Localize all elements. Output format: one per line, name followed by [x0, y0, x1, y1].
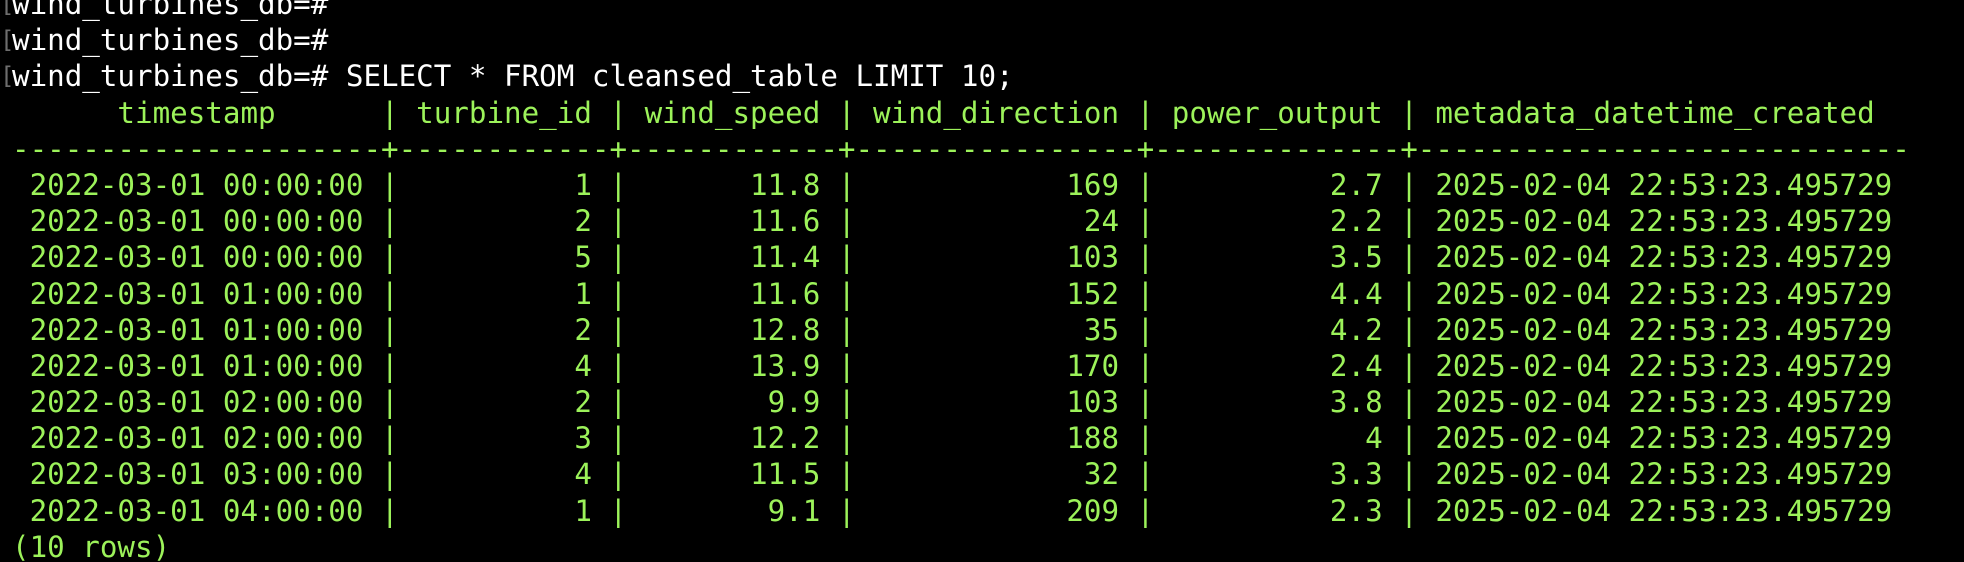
table-row: 2022-03-01 00:00:00 | 5 | 11.4 | 103 | 3… — [12, 240, 1893, 275]
prompt-text: wind_turbines_db=# — [12, 0, 329, 21]
prompt-line: [wind_turbines_db=# — [0, 0, 1964, 22]
table-row: 2022-03-01 02:00:00 | 3 | 12.2 | 188 | 4… — [12, 421, 1893, 456]
prompt-line: [wind_turbines_db=# — [0, 22, 1964, 58]
prompt-line: [wind_turbines_db=# SELECT * FROM cleans… — [0, 58, 1964, 94]
table-row: 2022-03-01 01:00:00 | 1 | 11.6 | 152 | 4… — [12, 276, 1893, 311]
table-row: 2022-03-01 00:00:00 | 2 | 11.6 | 24 | 2.… — [12, 204, 1893, 239]
row-count-footer: (10 rows) — [12, 529, 171, 562]
table-header-row: timestamp | turbine_id | wind_speed | wi… — [12, 95, 1875, 130]
line-marker: [ — [0, 62, 15, 91]
table-separator: ---------------------+------------+-----… — [12, 131, 1910, 166]
prompt-text: wind_turbines_db=# — [12, 23, 329, 58]
table-row: 2022-03-01 01:00:00 | 2 | 12.8 | 35 | 4.… — [12, 312, 1893, 347]
table-row: 2022-03-01 02:00:00 | 2 | 9.9 | 103 | 3.… — [12, 385, 1893, 420]
table-row: 2022-03-01 01:00:00 | 4 | 13.9 | 170 | 2… — [12, 348, 1893, 383]
line-marker: [ — [0, 26, 15, 55]
table-row: 2022-03-01 00:00:00 | 1 | 11.8 | 169 | 2… — [12, 167, 1893, 202]
table-row: 2022-03-01 03:00:00 | 4 | 11.5 | 32 | 3.… — [12, 457, 1893, 492]
line-marker: [ — [0, 0, 15, 18]
sql-command-text: wind_turbines_db=# SELECT * FROM cleanse… — [12, 59, 1014, 94]
table-row: 2022-03-01 04:00:00 | 1 | 9.1 | 209 | 2.… — [12, 493, 1893, 528]
